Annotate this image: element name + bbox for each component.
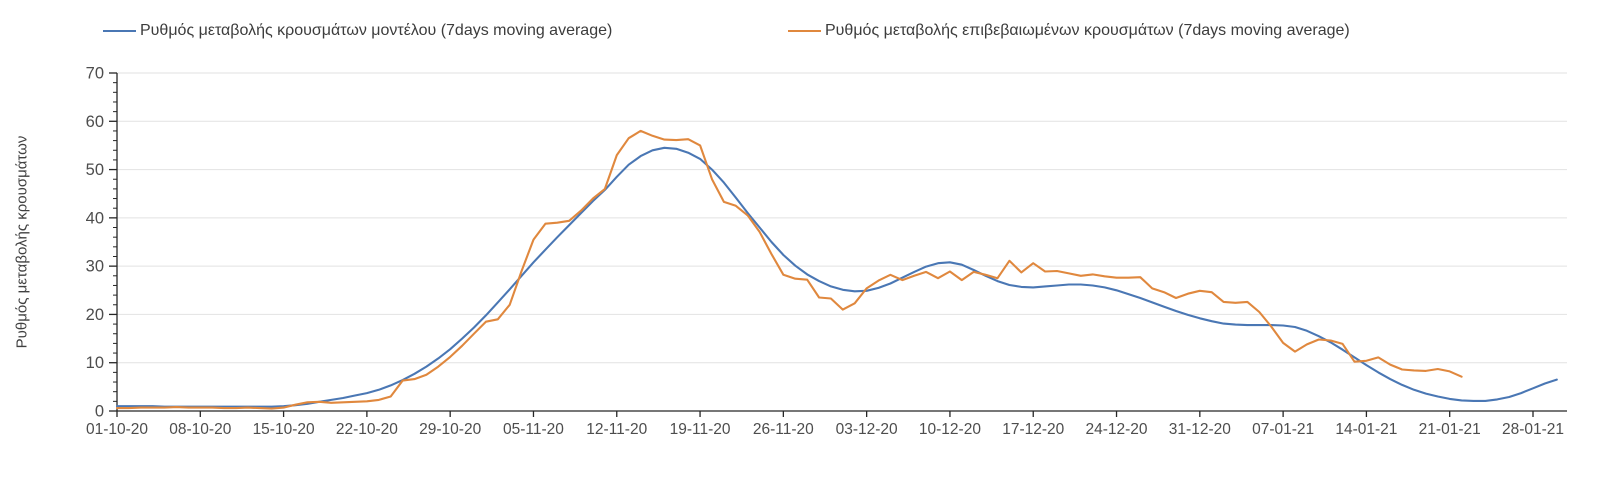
legend-item-confirmed: Ρυθμός μεταβολής επιβεβαιωμένων κρουσμάτ… <box>788 22 1350 40</box>
x-tick-label: 19-11-20 <box>670 421 731 438</box>
legend-label-model: Ρυθμός μεταβολής κρουσμάτων μοντέλου (7d… <box>140 22 613 39</box>
x-tick-label: 10-12-20 <box>919 421 981 438</box>
x-tick-label: 22-10-20 <box>336 421 398 438</box>
y-axis-title: Ρυθμός μεταβολής κρουσμάτων <box>13 135 31 349</box>
x-tick-label: 01-10-20 <box>86 421 148 438</box>
x-tick-label: 28-01-21 <box>1502 421 1564 438</box>
series-line-model <box>115 146 1558 408</box>
y-tick-label: 30 <box>86 258 104 276</box>
x-tick-label: 14-01-21 <box>1335 421 1397 438</box>
y-tick-label: 50 <box>86 161 104 179</box>
chart-legend: Ρυθμός μεταβολής κρουσμάτων μοντέλου (7d… <box>0 22 1606 48</box>
x-tick-label: 17-12-20 <box>1002 421 1064 438</box>
x-tick-label: 03-12-20 <box>836 421 898 438</box>
x-tick-label: 08-10-20 <box>169 421 231 438</box>
legend-line-swatch-blue <box>103 29 136 33</box>
y-tick-label: 60 <box>86 113 104 131</box>
y-tick-label: 10 <box>86 354 104 372</box>
x-tick-label: 12-11-20 <box>586 421 647 438</box>
x-tick-label: 26-11-20 <box>753 421 814 438</box>
y-tick-label: 0 <box>95 403 104 421</box>
legend-item-model: Ρυθμός μεταβολής κρουσμάτων μοντέλου (7d… <box>103 22 612 40</box>
y-tick-label: 20 <box>86 306 104 324</box>
x-tick-label: 29-10-20 <box>419 421 481 438</box>
legend-label-confirmed: Ρυθμός μεταβολής επιβεβαιωμένων κρουσμάτ… <box>825 22 1350 39</box>
x-tick-label: 15-10-20 <box>253 421 315 438</box>
x-tick-label: 31-12-20 <box>1169 421 1231 438</box>
series-line-confirmed <box>115 129 1463 410</box>
legend-line-swatch-orange <box>788 29 821 33</box>
x-tick-label: 07-01-21 <box>1252 421 1314 438</box>
y-tick-label: 40 <box>86 209 104 227</box>
x-tick-label: 24-12-20 <box>1086 421 1148 438</box>
x-tick-label: 21-01-21 <box>1419 421 1481 438</box>
y-tick-label: 70 <box>86 65 104 83</box>
x-tick-label: 05-11-20 <box>503 421 564 438</box>
